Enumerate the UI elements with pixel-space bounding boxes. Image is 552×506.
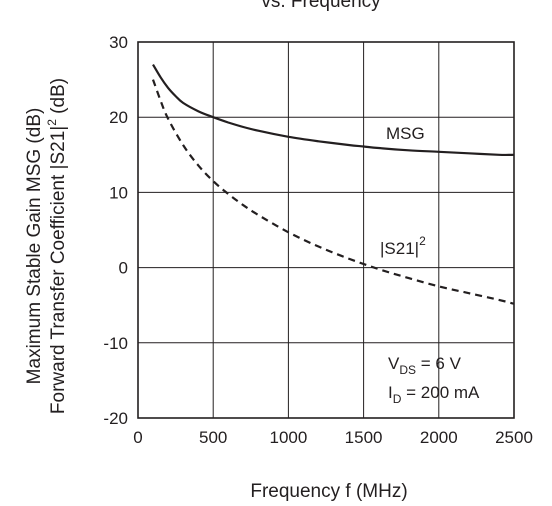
x-tick-label: 2500 bbox=[495, 428, 533, 447]
x-tick-label: 500 bbox=[199, 428, 227, 447]
series-label-s21-sup: 2 bbox=[419, 234, 426, 248]
grid-layer bbox=[138, 42, 514, 418]
series-layer bbox=[151, 64, 515, 305]
y-axis-label-line2-main: Forward Transfer Coefficient |S21| bbox=[48, 126, 69, 414]
series-label-s21-main: |S21| bbox=[380, 239, 419, 258]
annotation-id-sub: D bbox=[393, 392, 402, 406]
y-axis-label-line2: Forward Transfer Coefficient |S21|2 (dB) bbox=[45, 78, 69, 414]
tick-layer: 0 500 1000 1500 2000 2500 30 20 10 0 -10 -20 bbox=[103, 33, 532, 447]
chart-title: vs. Frequency bbox=[261, 0, 381, 12]
plot-frame bbox=[137, 41, 515, 419]
annotation-id-main: I bbox=[388, 383, 393, 402]
x-tick-label: 1000 bbox=[269, 428, 307, 447]
s21-series-line bbox=[151, 79, 515, 305]
y-axis-label-line2-tail: (dB) bbox=[48, 78, 69, 119]
y-axis-label-line1: Maximum Stable Gain MSG (dB) bbox=[24, 108, 45, 385]
y-tick-label: 0 bbox=[119, 259, 128, 278]
series-label-s21: |S21|2 bbox=[380, 234, 426, 258]
y-tick-label: 20 bbox=[109, 108, 128, 127]
annotation-id-tail: = 200 mA bbox=[401, 383, 480, 402]
x-tick-label: 1500 bbox=[345, 428, 383, 447]
y-axis-label-line2-sup: 2 bbox=[45, 119, 59, 126]
annotation-vds-sub: DS bbox=[399, 363, 416, 377]
series-label-msg: MSG bbox=[386, 124, 425, 143]
annotation-id: ID = 200 mA bbox=[388, 383, 480, 406]
y-tick-label: 30 bbox=[109, 33, 128, 52]
x-axis-label: Frequency f (MHz) bbox=[250, 481, 407, 502]
y-axis-label-2: Forward Transfer Coefficient |S21|2 (dB) bbox=[45, 78, 69, 414]
y-tick-label: -10 bbox=[103, 334, 128, 353]
annotation-vds-tail: = 6 V bbox=[416, 354, 462, 373]
title-layer: vs. Frequency bbox=[261, 0, 381, 12]
y-tick-label: -20 bbox=[103, 409, 128, 428]
y-axis-label: Maximum Stable Gain MSG (dB) bbox=[24, 108, 45, 385]
x-tick-label: 0 bbox=[133, 428, 142, 447]
x-tick-label: 2000 bbox=[420, 428, 458, 447]
y-tick-label: 10 bbox=[109, 183, 128, 202]
msg-series-line bbox=[152, 64, 515, 157]
annotation-vds-main: V bbox=[388, 354, 400, 373]
annotation-vds: VDS = 6 V bbox=[388, 354, 462, 377]
